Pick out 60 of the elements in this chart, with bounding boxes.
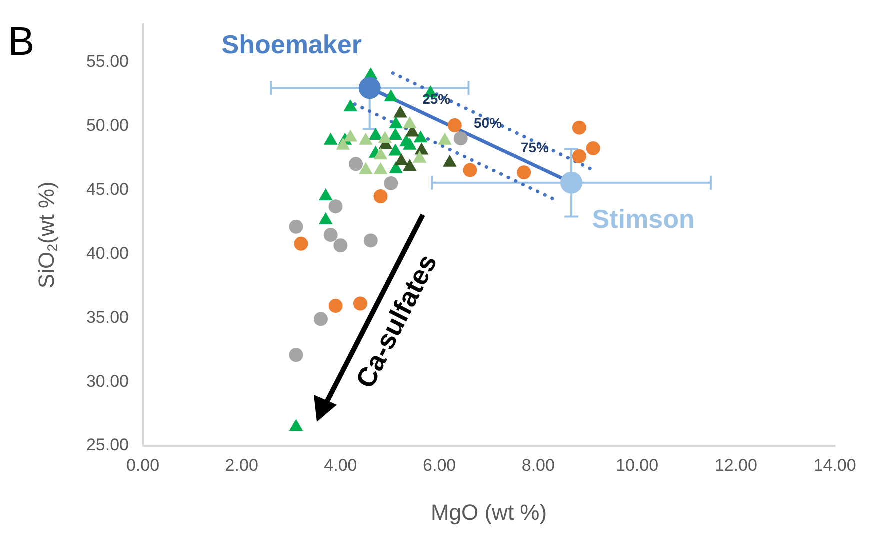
point <box>344 100 358 112</box>
point <box>328 299 343 314</box>
annotation: 75% <box>520 139 550 156</box>
point <box>412 150 427 163</box>
x-tick-label: 6.00 <box>423 456 456 475</box>
point <box>443 154 457 167</box>
x-tick-label: 12.00 <box>714 456 758 475</box>
point <box>328 200 343 214</box>
text: B <box>8 20 35 64</box>
point <box>374 148 388 160</box>
y-tick-label: 45.00 <box>86 180 129 200</box>
point <box>294 236 308 251</box>
point <box>374 190 388 204</box>
point <box>389 161 404 174</box>
y-tick-label: 50.00 <box>86 116 129 136</box>
x-tick-label: 0.00 <box>126 456 160 475</box>
point <box>438 132 452 145</box>
series-label: Shoemaker <box>222 29 362 60</box>
point <box>324 228 338 242</box>
point <box>402 116 417 129</box>
point <box>384 176 398 190</box>
x-tick-label: 10.00 <box>616 456 659 475</box>
x-axis-title: MgO (wt %) <box>430 500 548 525</box>
series-label: Stimson <box>592 204 695 234</box>
x-tick-label: 2.00 <box>225 456 258 475</box>
y-tick-label: 35.00 <box>86 308 129 327</box>
point <box>389 116 404 129</box>
point <box>388 144 403 156</box>
point <box>378 131 392 144</box>
point <box>394 106 408 118</box>
x-tick-label: 14.00 <box>814 456 856 475</box>
y-axis-title: SiO2(wt %) <box>34 182 62 289</box>
point <box>463 163 478 178</box>
point <box>394 153 408 166</box>
x-tick-label: 8.00 <box>522 456 555 475</box>
point <box>314 312 328 326</box>
point <box>358 162 373 174</box>
y-tick-label: 30.00 <box>86 372 129 391</box>
point <box>289 220 304 234</box>
point <box>344 130 358 142</box>
point <box>402 159 417 172</box>
point <box>374 162 388 174</box>
point <box>364 234 378 248</box>
x-tick-label: 4.00 <box>324 456 358 475</box>
point <box>289 348 304 362</box>
point <box>388 128 403 140</box>
point <box>324 132 338 145</box>
y-tick-label: 40.00 <box>86 244 129 263</box>
y-tick-label: 25.00 <box>86 436 129 455</box>
point <box>414 130 428 143</box>
point <box>318 188 333 200</box>
point <box>368 128 383 140</box>
point <box>402 138 417 150</box>
y-tick-label: 55.00 <box>86 52 129 72</box>
point <box>318 212 333 224</box>
point <box>358 132 373 145</box>
point <box>334 238 348 253</box>
point <box>384 89 398 102</box>
point <box>560 172 583 194</box>
point <box>336 138 350 150</box>
